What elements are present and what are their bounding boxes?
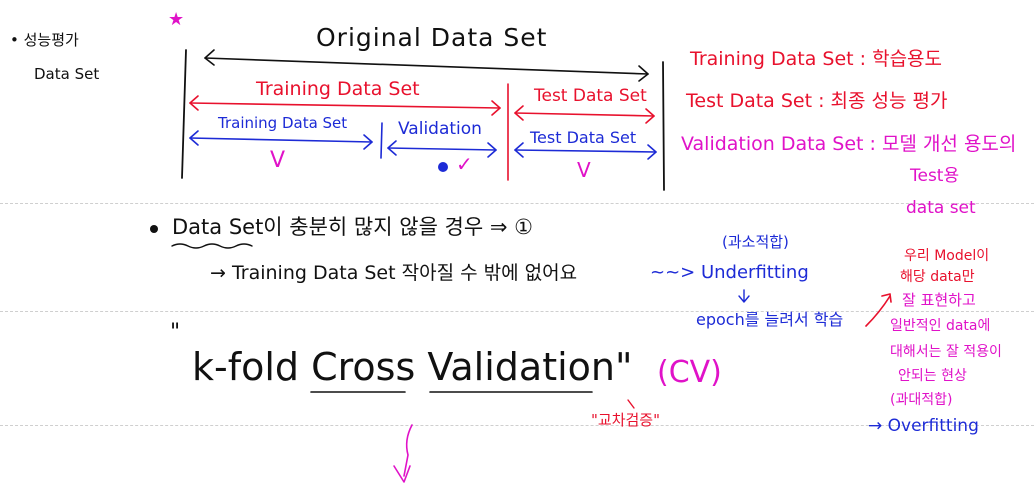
arrowhead	[363, 134, 373, 150]
underfitting-kr-label: (과소적합)	[722, 233, 789, 251]
arrowhead	[487, 142, 497, 158]
ruled-line	[0, 425, 1034, 426]
arrowhead	[387, 140, 397, 156]
red-tick	[627, 399, 635, 409]
training-blue-arrow	[189, 137, 373, 143]
overfitting-note-line: 우리 Model이	[904, 248, 990, 264]
dataset-note: Data Set	[34, 65, 100, 83]
overfitting-note-line: 해당 data만	[900, 269, 975, 285]
arrowhead	[645, 108, 655, 124]
overfitting-note-line: 잘 표현하고	[902, 291, 976, 309]
validation-arrow	[387, 147, 497, 151]
performance-eval-note: • 성능평가	[10, 31, 79, 49]
arrowhead	[881, 293, 892, 303]
arrowhead-right	[638, 65, 649, 82]
training-smaller-note: → Training Data Set 작아질 수 밖에 없어요	[210, 262, 578, 284]
arrowhead	[189, 95, 199, 111]
arrowhead	[647, 144, 657, 160]
epoch-note: epoch를 늘려서 학습	[696, 310, 844, 329]
arrowhead	[514, 142, 524, 158]
test-dataset-red-label: Test Data Set	[534, 86, 647, 106]
arrowhead	[514, 105, 524, 121]
test-dataset-blue-label: Test Data Set	[530, 128, 637, 147]
training-dataset-blue-label: Training Data Set	[218, 114, 348, 132]
down-arrow-small	[738, 289, 750, 303]
arrowhead	[189, 130, 199, 146]
star-icon: ★	[168, 9, 185, 30]
training-red-arrow	[189, 102, 501, 109]
blue-split-line	[380, 122, 383, 159]
training-dataset-red-label: Training Data Set	[256, 78, 420, 100]
magenta-down-arrow	[403, 424, 413, 477]
validation-label: Validation	[398, 119, 482, 139]
underfitting-label: ~~> Underfitting	[650, 262, 809, 283]
small-dataset-bullet: Data Set이 충분히 많지 않을 경우 ⇒ ①	[172, 215, 533, 239]
overfitting-label: → Overfitting	[868, 416, 979, 436]
arrowhead-left	[204, 49, 215, 66]
scribble-dot	[438, 162, 448, 172]
bullet-dot	[150, 225, 158, 233]
check-mark: ✓	[456, 152, 473, 176]
original-dataset-label: Original Data Set	[316, 23, 548, 52]
test-definition: Test Data Set : 최종 성능 평가	[686, 90, 948, 112]
training-definition: Training Data Set : 학습용도	[690, 48, 943, 70]
check-mark: V	[270, 148, 286, 173]
cross-validation-kr: "교차검증"	[591, 411, 660, 429]
arrowhead	[491, 100, 501, 116]
kfold-cross-validation-title: k-fold Cross Validation"	[192, 345, 633, 389]
wavy-underline	[171, 243, 253, 249]
test-red-arrow	[514, 112, 655, 117]
validation-definition: Validation Data Set : 모델 개선 용도의	[681, 133, 1017, 155]
check-mark: V	[577, 158, 591, 182]
left-bracket	[181, 49, 187, 179]
ruled-line	[0, 203, 1034, 204]
curved-arrow	[865, 295, 891, 327]
overfitting-note-line: 일반적인 data에	[890, 318, 991, 334]
original-span-arrow	[204, 57, 649, 75]
ruled-line	[0, 311, 1034, 312]
arrowhead	[393, 465, 411, 483]
validation-definition-cont: data set	[906, 198, 976, 218]
test-blue-arrow	[514, 149, 657, 153]
overfitting-note-line: (과대적합)	[890, 392, 953, 408]
overfitting-note-line: 안되는 현상	[898, 368, 967, 384]
validation-definition-cont: Test용	[910, 166, 960, 186]
overfitting-note-line: 대해서는 잘 적용이	[890, 344, 1002, 360]
kfold-open-quote: "	[170, 320, 181, 345]
cv-label: (CV)	[657, 355, 722, 390]
right-bracket	[662, 61, 665, 191]
